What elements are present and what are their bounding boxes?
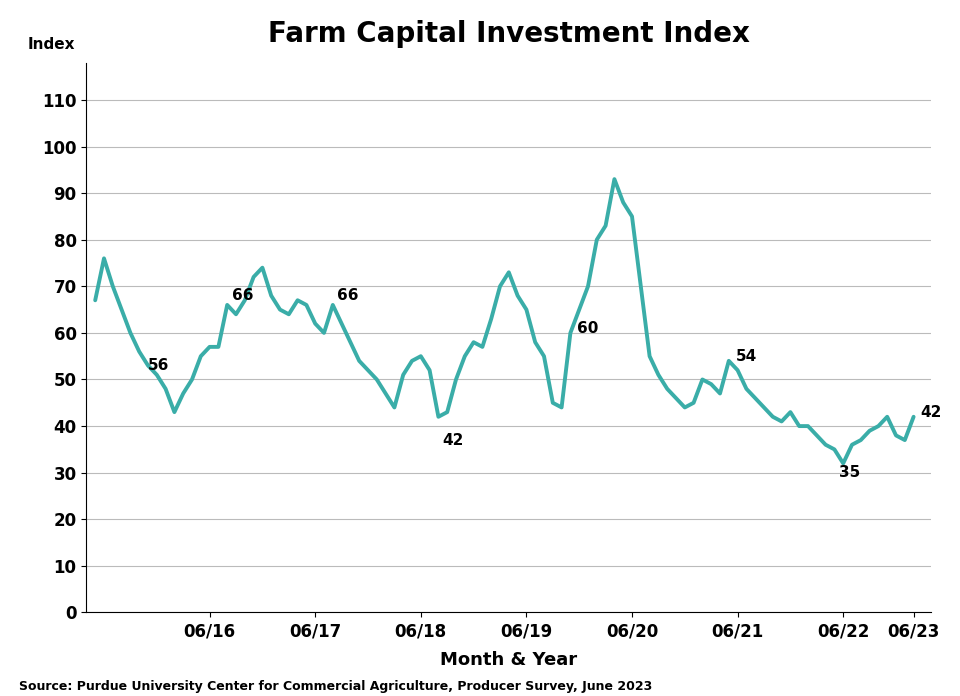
X-axis label: Month & Year: Month & Year [441,651,577,670]
Text: 60: 60 [577,321,599,335]
Text: 66: 66 [337,288,359,303]
Text: 66: 66 [231,288,253,303]
Text: 35: 35 [839,465,860,480]
Text: 54: 54 [735,349,757,364]
Text: 42: 42 [921,404,942,420]
Title: Farm Capital Investment Index: Farm Capital Investment Index [268,19,750,48]
Text: Source: Purdue University Center for Commercial Agriculture, Producer Survey, Ju: Source: Purdue University Center for Com… [19,679,653,693]
Text: 42: 42 [443,433,465,448]
Text: 56: 56 [148,358,169,373]
Text: Index: Index [27,37,75,52]
